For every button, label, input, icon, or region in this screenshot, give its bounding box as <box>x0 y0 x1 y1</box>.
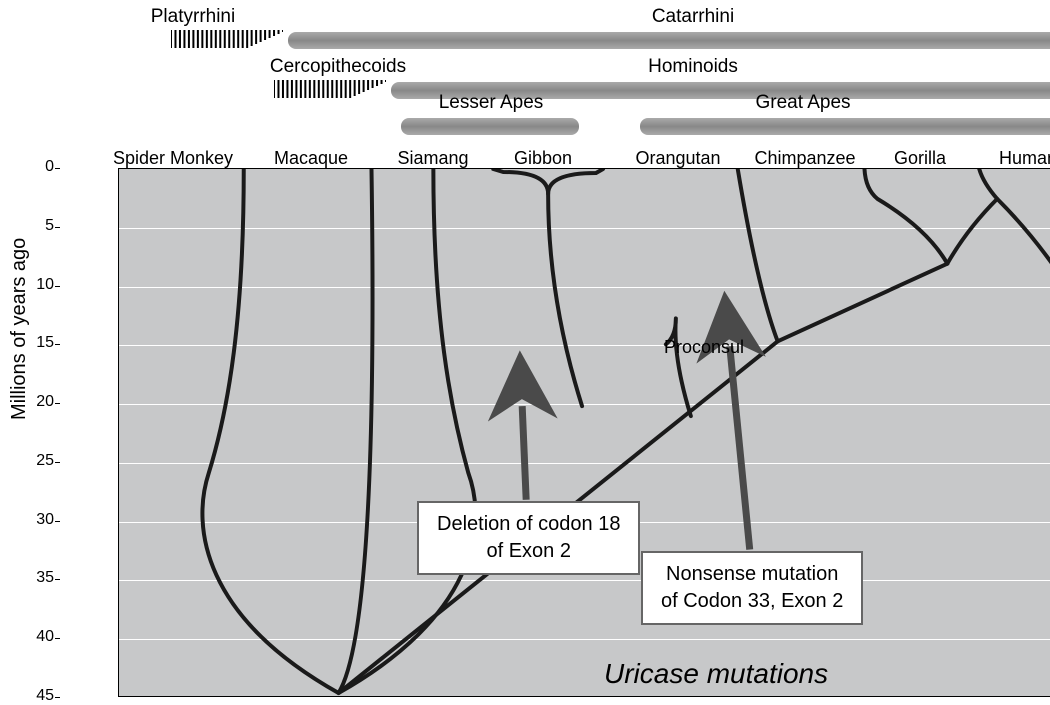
y-tick-mark <box>55 344 60 345</box>
species-orangutan: Orangutan <box>613 148 743 169</box>
y-tick-20: 20 <box>30 393 54 411</box>
y-tick-40: 40 <box>30 628 54 646</box>
callout-line2: of Codon 33, Exon 2 <box>661 588 843 615</box>
y-tick-10: 10 <box>30 276 54 294</box>
taxon-label-lesser-apes: Lesser Apes <box>391 92 591 114</box>
tree-branch <box>979 169 997 199</box>
tree-branch <box>947 199 1050 264</box>
y-tick-mark <box>55 579 60 580</box>
callout-box-0: Deletion of codon 18of Exon 2 <box>417 501 640 575</box>
y-tick-15: 15 <box>30 334 54 352</box>
y-tick-45: 45 <box>30 687 54 705</box>
species-gibbon: Gibbon <box>478 148 608 169</box>
y-tick-0: 0 <box>30 158 54 176</box>
tree-branch <box>738 169 778 341</box>
tree-branch <box>339 169 373 693</box>
y-tick-35: 35 <box>30 569 54 587</box>
taxon-label-cercopithecoids: Cercopithecoids <box>238 56 438 78</box>
y-tick-25: 25 <box>30 452 54 470</box>
y-axis-label: Millions of years ago <box>8 238 31 420</box>
chart-area: Catarrhini HominoidsLesser Apes Great Apes… <box>58 0 1048 697</box>
species-macaque: Macaque <box>246 148 376 169</box>
tree-branch <box>778 264 948 342</box>
y-tick-mark <box>55 638 60 639</box>
taxon-label-platyrrhini: Platyrrhini <box>93 6 293 28</box>
y-tick-5: 5 <box>30 217 54 235</box>
taxon-label-hominoids: Hominoids <box>593 56 793 78</box>
species-chimpanzee: Chimpanzee <box>740 148 870 169</box>
callout-box-1: Nonsense mutationof Codon 33, Exon 2 <box>641 551 863 625</box>
callout-line1: Deletion of codon 18 <box>437 511 620 538</box>
y-tick-mark <box>55 403 60 404</box>
taxon-hatch-cercopithecoids <box>274 80 386 106</box>
callout-line2: of Exon 2 <box>437 538 620 565</box>
species-spider-monkey: Spider Monkey <box>108 148 238 169</box>
callout-line1: Nonsense mutation <box>661 561 843 588</box>
tree-branch <box>493 169 582 406</box>
phylo-tree <box>119 169 1050 696</box>
taxon-bar-lesser-apes <box>401 118 579 135</box>
taxon-bar-catarrhini <box>288 32 1050 49</box>
y-tick-mark <box>55 521 60 522</box>
y-tick-mark <box>55 697 60 698</box>
taxon-label-great-apes: Great Apes <box>703 92 903 114</box>
y-tick-mark <box>55 227 60 228</box>
y-tick-mark <box>55 168 60 169</box>
y-tick-30: 30 <box>30 511 54 529</box>
tree-branch <box>666 318 691 416</box>
taxon-label-catarrhini: Catarrhini <box>593 6 793 28</box>
taxon-bar-great-apes <box>640 118 1050 135</box>
plot-area: Proconsul Uricase mutations Deletion of … <box>118 168 1050 697</box>
taxon-hatch-platyrrhini <box>171 30 283 56</box>
species-human: Human <box>963 148 1050 169</box>
tree-branch <box>548 169 603 194</box>
proconsul-label: Proconsul <box>664 337 744 358</box>
uricase-title: Uricase mutations <box>604 658 828 690</box>
callout-arrow <box>522 406 526 500</box>
tree-branch <box>864 169 947 264</box>
callout-arrow <box>730 346 750 549</box>
y-tick-mark <box>55 286 60 287</box>
y-tick-mark <box>55 462 60 463</box>
